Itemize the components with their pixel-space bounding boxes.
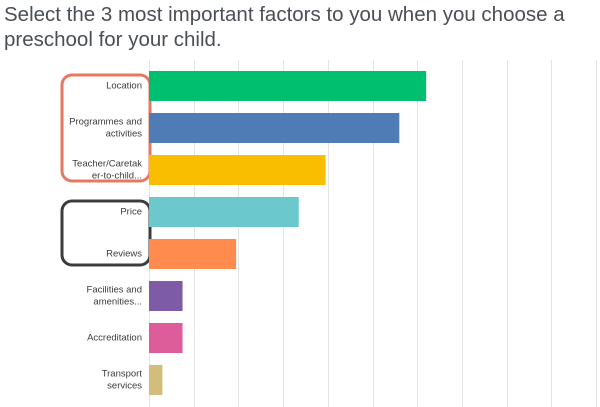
category-label: activities: [106, 129, 143, 140]
category-label: Facilities and: [87, 285, 142, 296]
bar: [149, 365, 163, 395]
chart-grid: [149, 60, 597, 407]
category-label: Teacher/Caretak: [72, 159, 142, 170]
bar: [149, 281, 183, 311]
category-label: er-to-child...: [92, 171, 142, 182]
category-label: Transport: [102, 369, 143, 380]
bar: [149, 197, 299, 227]
highlight-box-dark-outline: [60, 199, 152, 267]
category-label: amenities...: [93, 297, 142, 308]
bar: [149, 71, 427, 101]
category-label: Accreditation: [87, 333, 142, 344]
category-label: Reviews: [106, 249, 142, 260]
bar: [149, 113, 400, 143]
question-title: Select the 3 most important factors to y…: [4, 3, 565, 51]
category-label: Location: [106, 81, 142, 92]
category-label: Programmes and: [69, 117, 142, 128]
bar: [149, 155, 326, 185]
bar-series: [149, 71, 427, 395]
category-label: Price: [120, 207, 142, 218]
bar: [149, 239, 237, 269]
bar: [149, 323, 183, 353]
category-label: services: [107, 381, 142, 392]
